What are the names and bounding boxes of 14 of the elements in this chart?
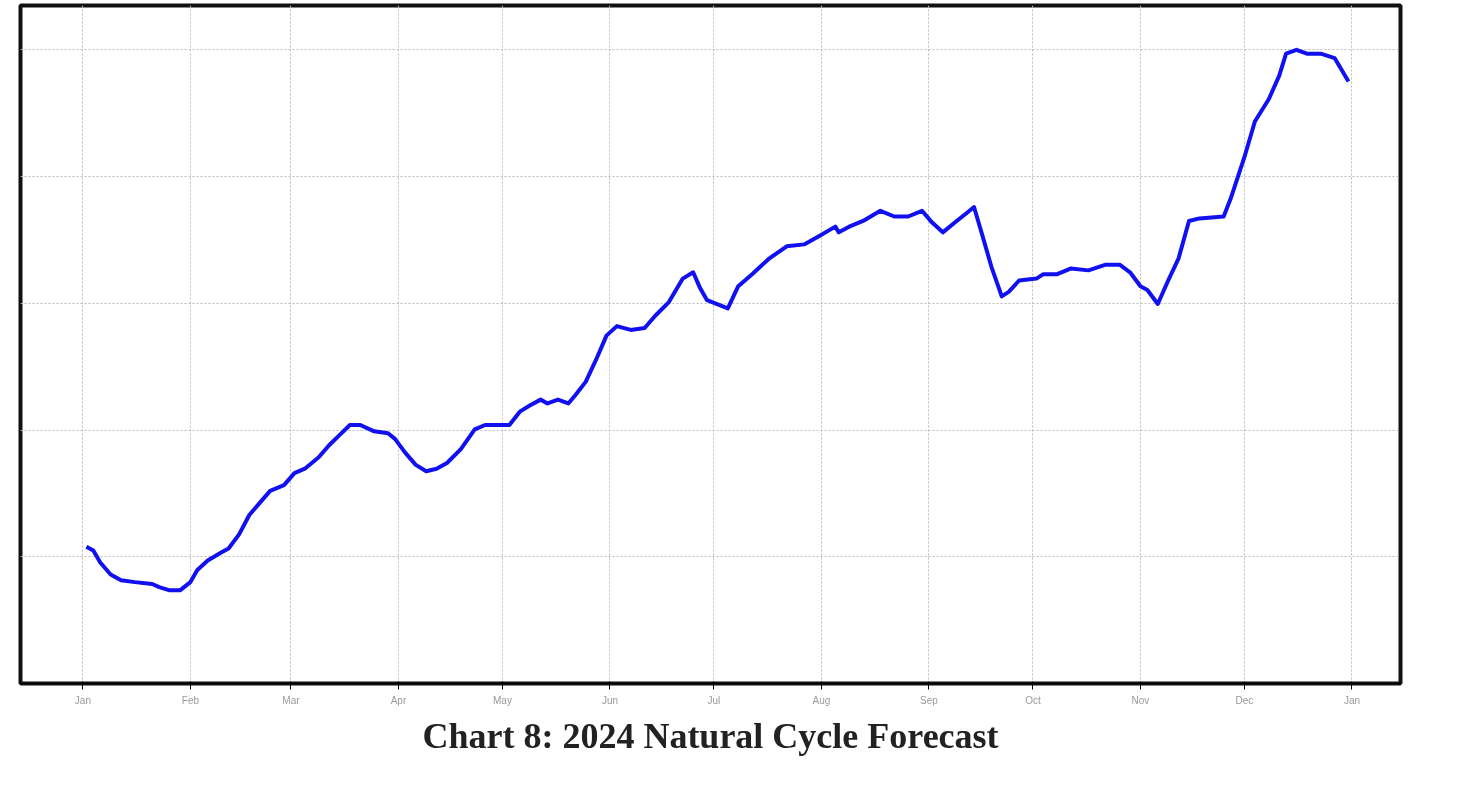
x-tick-label: Nov [1131,694,1150,706]
x-tick-label: Oct [1025,694,1041,706]
x-tick-label: Jul [707,694,721,706]
x-tick-label: Mar [282,694,301,706]
x-tick-label: Jan [1343,694,1361,706]
x-tick-label: Jun [601,694,619,706]
x-tick-label: Jan [74,694,91,706]
x-tick-label: Feb [181,694,200,706]
x-tick-label: Sep [920,694,939,706]
x-tick-label: May [493,694,512,706]
x-tick-label: Aug [812,694,831,706]
x-tick-label: Apr [390,694,407,706]
x-tick-label: Dec [1235,694,1254,706]
text: Chart 8: 2024 Natural Cycle Forecast [422,715,999,756]
